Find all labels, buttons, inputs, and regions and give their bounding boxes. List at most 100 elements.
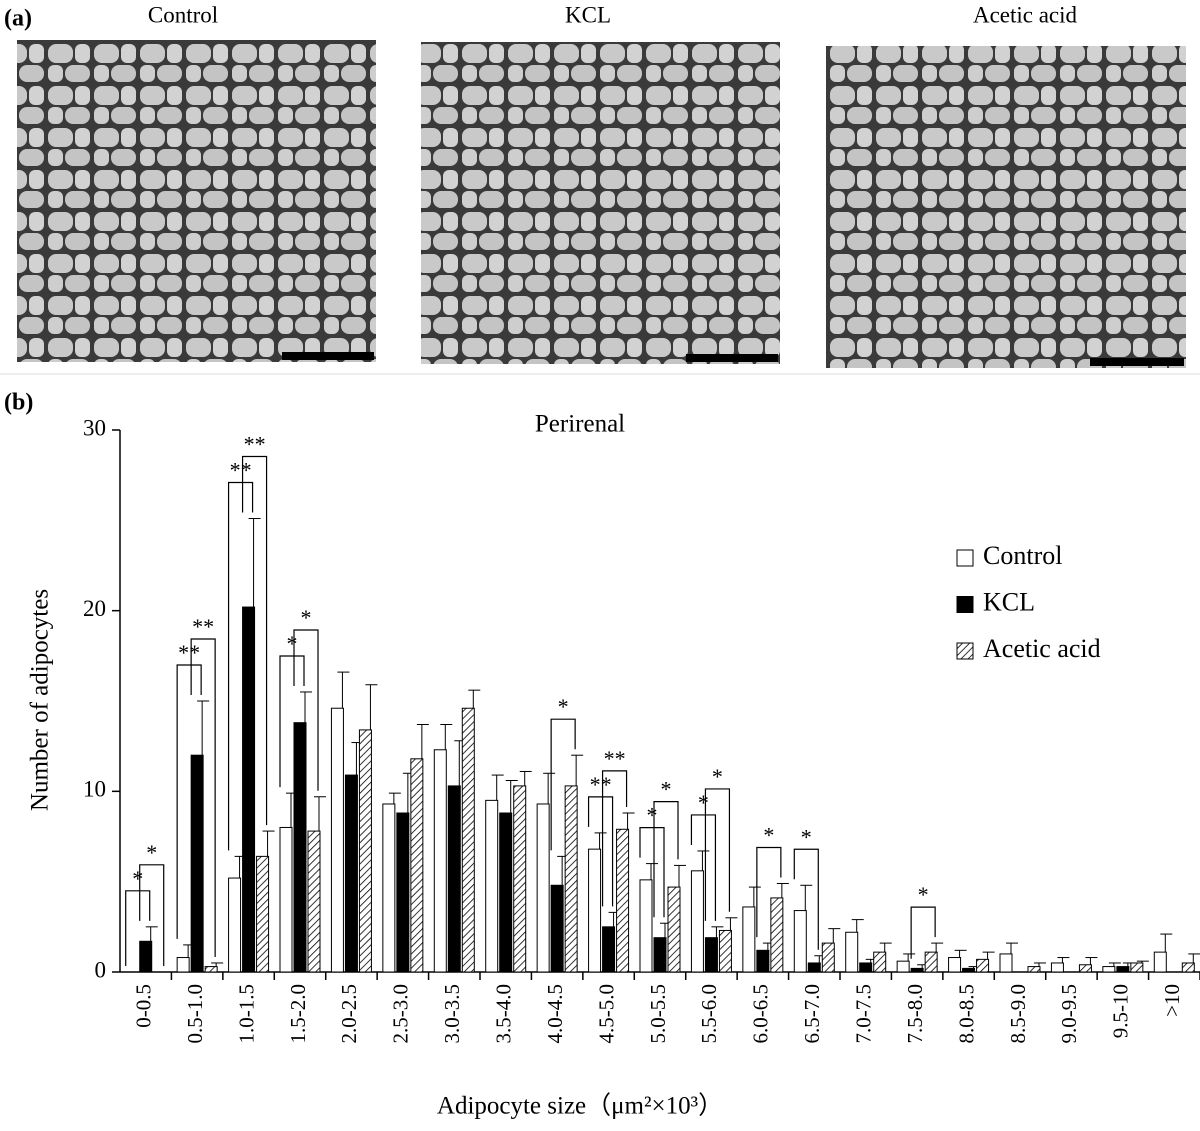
scale-bar [686, 354, 778, 362]
bar [616, 828, 630, 973]
bar [550, 884, 564, 973]
image-title: Acetic acid [973, 2, 1078, 27]
significance-label: * [763, 823, 774, 848]
y-tick-label: 0 [95, 957, 107, 982]
bar [307, 830, 321, 973]
bar [344, 774, 358, 973]
significance-label: * [647, 803, 658, 828]
bar [1116, 966, 1130, 973]
bar [653, 937, 667, 973]
bar [228, 877, 242, 973]
bar [690, 870, 704, 973]
bar [447, 785, 461, 973]
image-title: Control [148, 2, 218, 27]
significance-label: * [146, 840, 157, 865]
bar [1181, 962, 1195, 973]
bar [962, 967, 976, 973]
significance-label: ** [244, 432, 266, 457]
legend-swatch [956, 642, 974, 660]
micrograph [826, 46, 1186, 368]
x-tick-label: 4.5-5.0 [594, 984, 618, 1044]
significance-bracket [601, 770, 628, 907]
bar [924, 951, 938, 973]
bar [639, 879, 653, 973]
bar [293, 722, 307, 973]
bar [999, 953, 1013, 973]
bar [859, 962, 873, 973]
bar [756, 949, 770, 973]
bar [513, 785, 527, 973]
bar [1078, 964, 1092, 973]
significance-bracket [756, 846, 782, 938]
scale-bar [282, 352, 374, 360]
bar [190, 754, 204, 973]
x-tick-label: 6.5-7.0 [800, 984, 824, 1044]
bar [793, 910, 807, 973]
significance-bracket [793, 848, 819, 950]
significance-bracket [125, 890, 151, 966]
bar [358, 729, 372, 973]
bar [242, 606, 256, 973]
bar [433, 749, 447, 973]
significance-bracket [587, 796, 614, 907]
bar [976, 958, 990, 973]
x-axis-label: Adipocyte size（μm²×10³） [437, 1092, 723, 1120]
y-tick-label: 10 [83, 777, 106, 802]
bar [499, 812, 513, 973]
bar [1130, 962, 1144, 973]
bar [410, 758, 424, 973]
bar [821, 942, 835, 973]
significance-bracket [639, 827, 665, 918]
panel-label: (a) [4, 6, 32, 32]
bar [1102, 966, 1116, 973]
significance-bracket [910, 906, 936, 959]
significance-label: * [558, 694, 569, 719]
bar [256, 855, 270, 973]
legend-label: KCL [983, 587, 1035, 616]
bar [770, 897, 784, 973]
y-axis-label: Number of adipocytes [27, 589, 54, 811]
significance-label: * [918, 882, 929, 907]
bar [204, 966, 218, 973]
bar [718, 929, 732, 973]
significance-label: * [132, 866, 143, 891]
bar [704, 937, 718, 973]
significance-bracket [139, 864, 165, 966]
x-tick-label: 2.5-3.0 [389, 984, 413, 1044]
bar [536, 803, 550, 973]
x-tick-label: 0-0.5 [132, 984, 156, 1028]
x-tick-label: 9.0-9.5 [1057, 984, 1081, 1044]
significance-label: * [712, 764, 723, 789]
bar [1050, 962, 1064, 973]
x-tick-label: 9.5-10 [1109, 984, 1133, 1038]
bar [845, 931, 859, 973]
x-tick-label: >10 [1160, 984, 1184, 1017]
significance-label: ** [590, 772, 612, 797]
significance-bracket [176, 664, 202, 939]
significance-bracket [550, 718, 576, 851]
x-tick-label: 0.5-1.0 [183, 984, 207, 1044]
bar [1153, 951, 1167, 973]
significance-bracket [227, 481, 254, 851]
x-tick-label: 5.0-5.5 [646, 984, 670, 1044]
bar [896, 960, 910, 973]
significance-label: ** [604, 746, 626, 771]
legend-swatch [956, 549, 974, 567]
significance-bracket [704, 788, 731, 921]
significance-bracket [653, 801, 679, 918]
bar [807, 962, 821, 973]
significance-label: * [698, 790, 709, 815]
legend-swatch [956, 596, 974, 613]
significance-label: * [801, 824, 812, 849]
significance-bracket [293, 629, 319, 791]
scale-bar [1090, 358, 1184, 366]
legend-label: Control [983, 541, 1062, 570]
bar [382, 803, 396, 973]
micrograph [17, 40, 376, 362]
x-tick-label: 7.5-8.0 [903, 984, 927, 1044]
x-tick-label: 3.0-3.5 [440, 984, 464, 1044]
significance-label: ** [230, 458, 252, 483]
panel-label: (b) [4, 390, 33, 416]
bar [873, 951, 887, 973]
